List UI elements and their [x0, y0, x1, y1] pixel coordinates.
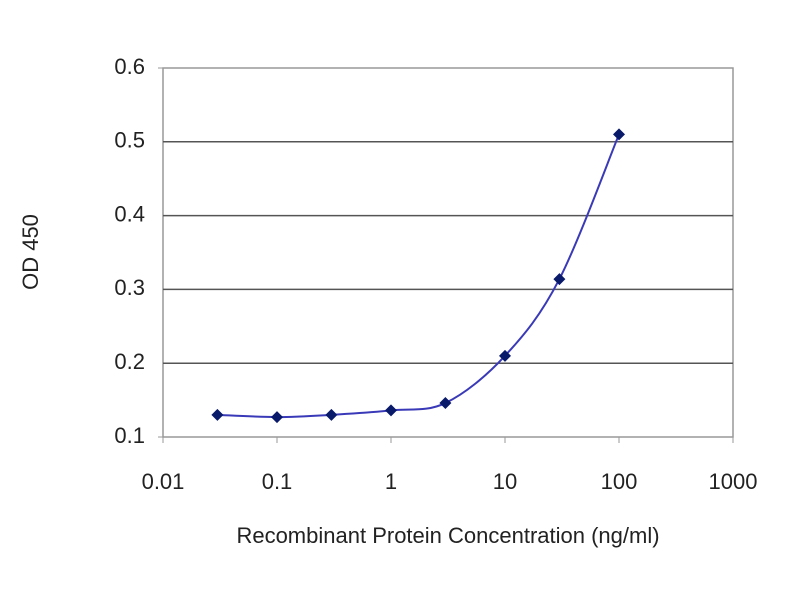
y-tick-label: 0.4 [114, 201, 145, 226]
plot-area [162, 67, 734, 438]
y-tick-label: 0.2 [114, 349, 145, 374]
y-tick-label: 0.5 [114, 128, 145, 153]
x-tick-label: 10 [493, 469, 517, 494]
x-tick-label: 100 [601, 469, 638, 494]
data-point [385, 404, 397, 417]
y-axis-label: OD 450 [18, 214, 43, 290]
x-tick-label: 1000 [709, 469, 758, 494]
y-tick-label: 0.1 [114, 423, 145, 448]
data-point [439, 397, 452, 410]
data-point [325, 408, 338, 421]
data-point [499, 349, 511, 362]
x-axis-label: Recombinant Protein Concentration (ng/ml… [236, 523, 659, 548]
data-point [271, 411, 283, 424]
x-tick-label: 0.01 [142, 469, 185, 494]
x-tick-label: 0.1 [262, 469, 293, 494]
y-tick-label: 0.3 [114, 275, 145, 300]
data-point [553, 273, 566, 286]
data-point [211, 408, 224, 421]
x-tick-label: 1 [385, 469, 397, 494]
y-tick-label: 0.6 [114, 54, 145, 79]
data-point [613, 128, 625, 141]
